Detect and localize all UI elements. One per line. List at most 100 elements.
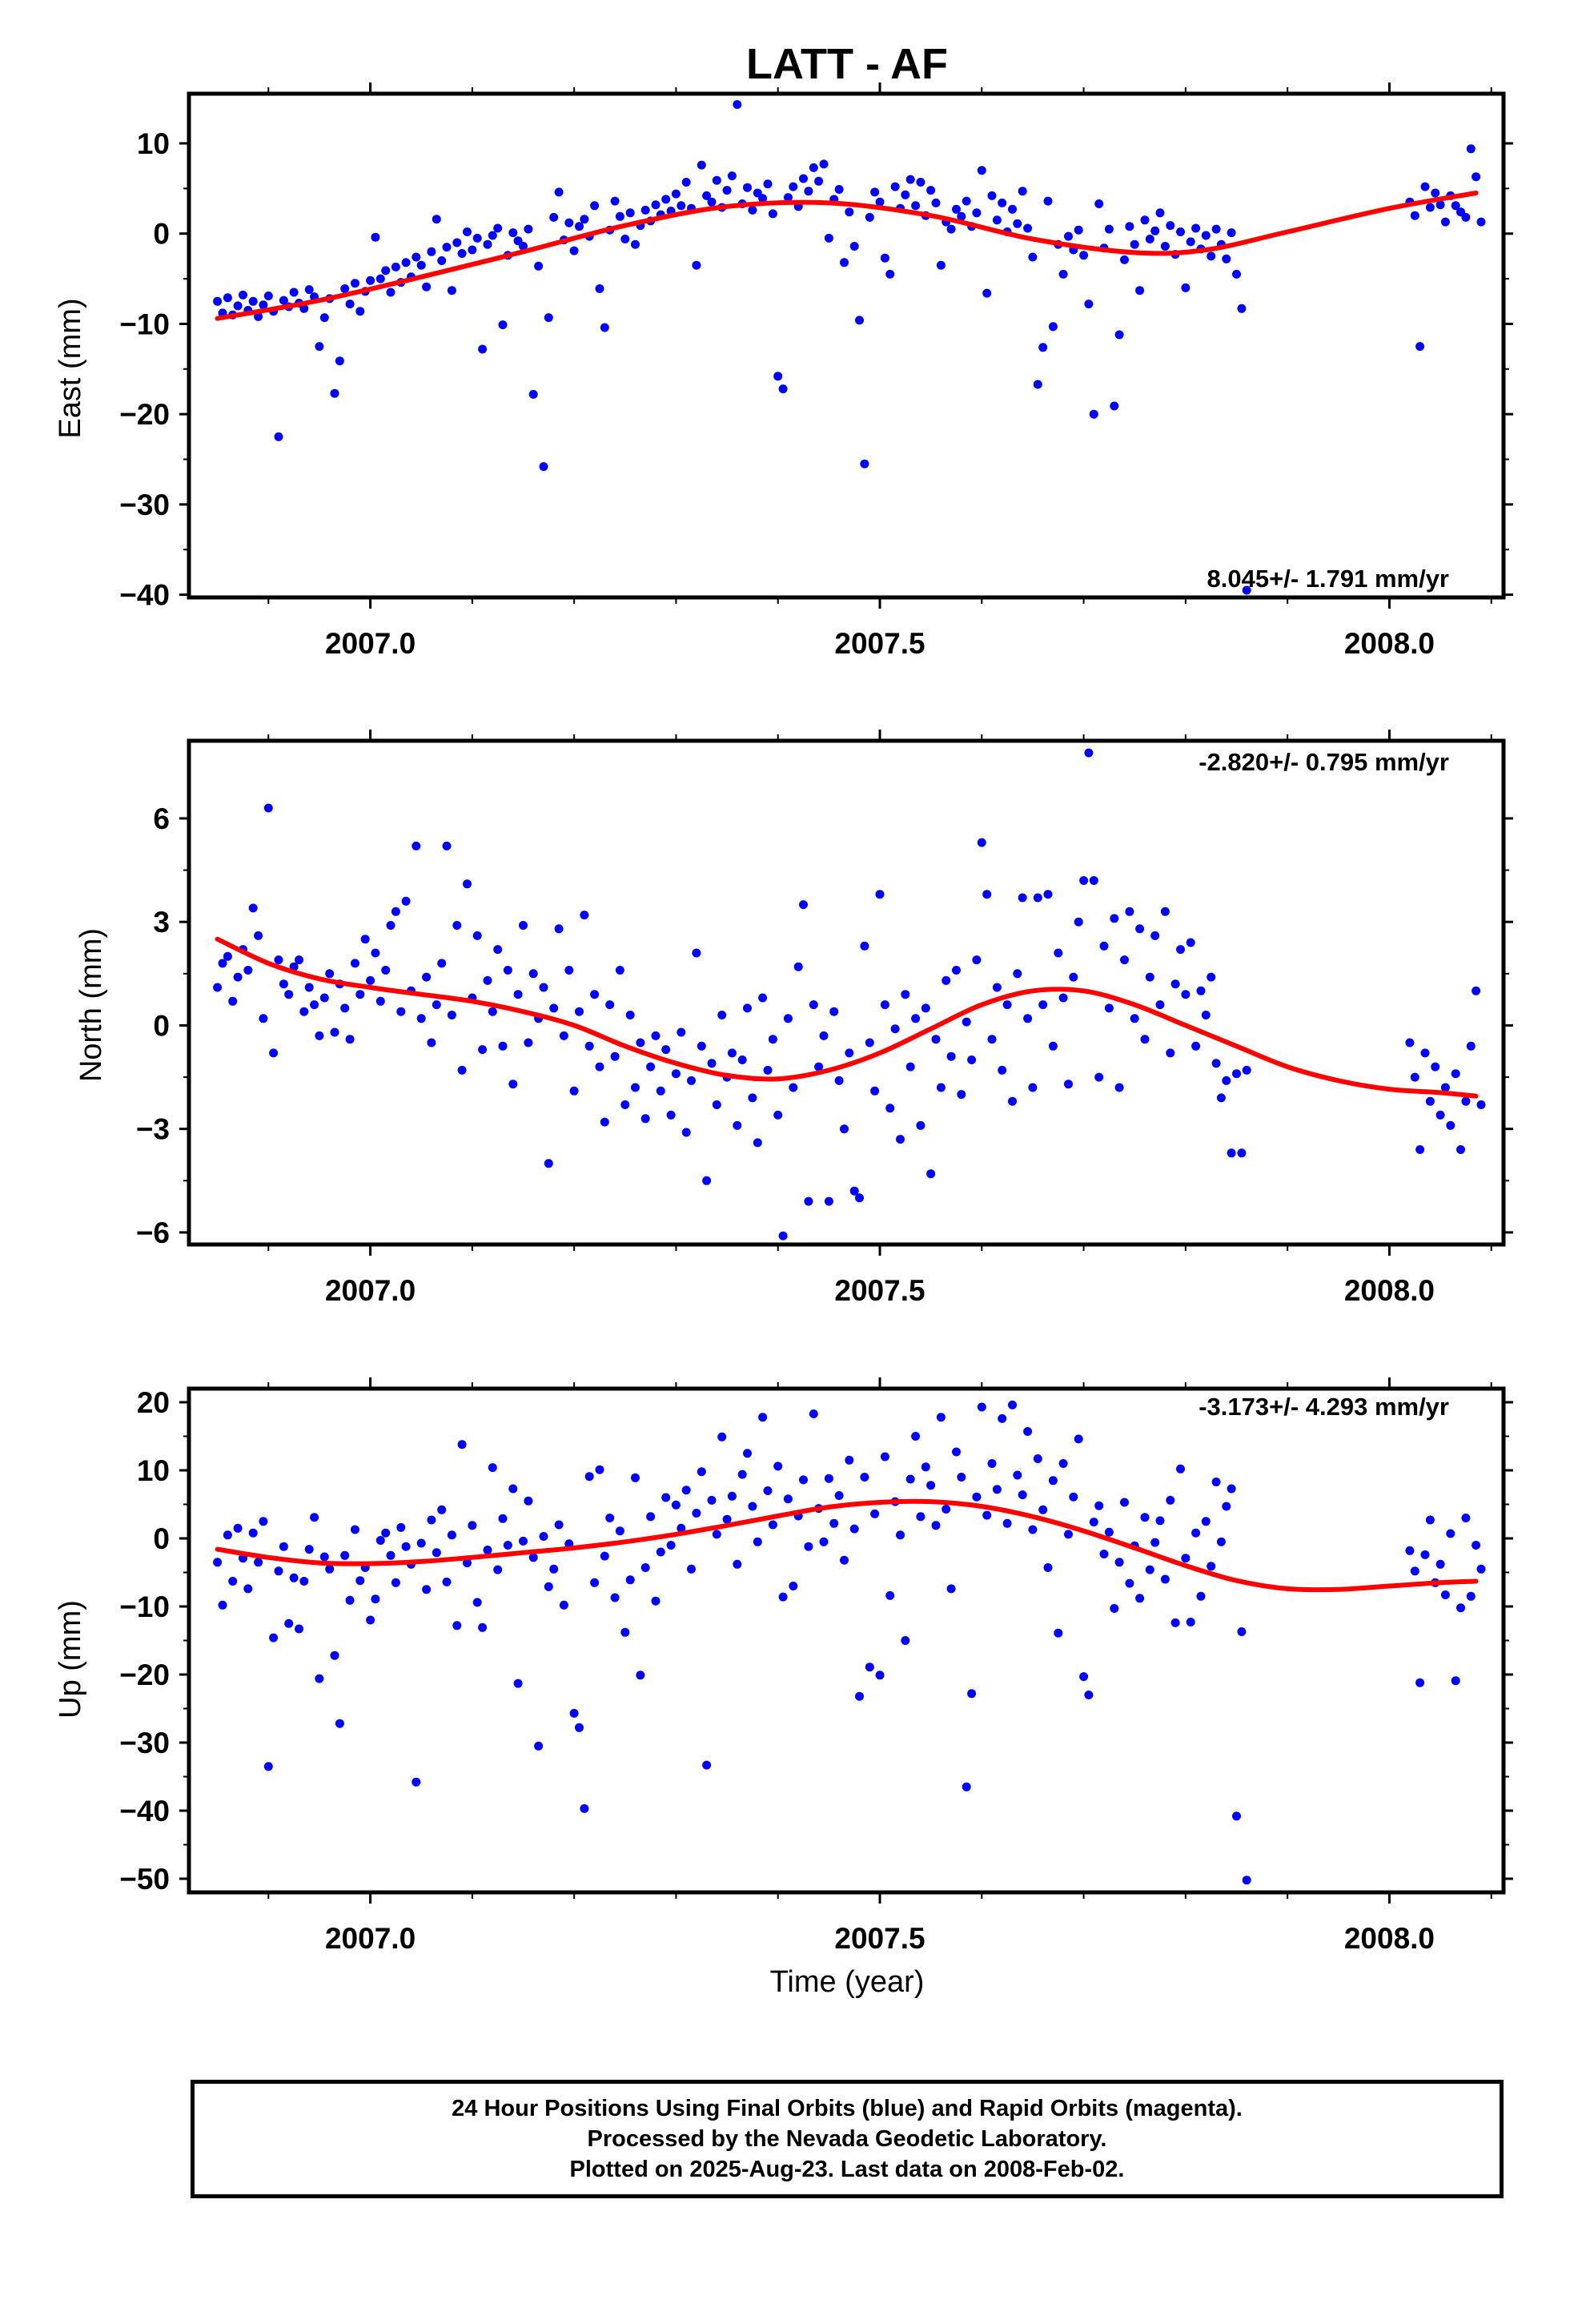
east-data-point: [1110, 401, 1119, 411]
up-data-point: [896, 1530, 905, 1540]
north-data-point: [295, 955, 303, 965]
east-data-point: [1425, 203, 1435, 212]
up-data-point: [1420, 1550, 1430, 1559]
north-data-point: [987, 1035, 997, 1044]
north-data-point: [269, 1048, 279, 1058]
up-data-point: [1440, 1590, 1450, 1599]
east-data-point: [727, 171, 737, 181]
north-y-tick-label: 6: [153, 802, 170, 835]
up-data-point: [457, 1440, 467, 1449]
north-data-point: [1114, 1083, 1124, 1092]
up-data-point: [967, 1689, 977, 1699]
east-data-point: [432, 215, 441, 224]
north-data-point: [921, 1003, 930, 1013]
up-data-point: [263, 1762, 273, 1771]
east-data-point: [330, 388, 339, 398]
north-y-tick-label: −6: [136, 1216, 170, 1249]
north-data-point: [559, 1031, 568, 1040]
north-data-point: [677, 1027, 686, 1037]
north-data-point: [610, 1051, 620, 1061]
up-data-point: [692, 1509, 701, 1518]
up-data-point: [575, 1723, 584, 1732]
north-data-point: [646, 1062, 656, 1072]
up-data-point: [319, 1552, 329, 1562]
up-data-point: [610, 1593, 620, 1602]
up-data-point: [625, 1575, 635, 1585]
east-data-point: [488, 231, 497, 240]
east-data-point: [524, 224, 533, 234]
up-data-point: [503, 1541, 512, 1550]
east-data-point: [661, 195, 671, 204]
north-data-point: [763, 1065, 773, 1075]
north-data-point: [432, 1000, 441, 1010]
east-data-point: [1211, 224, 1221, 234]
up-data-point: [748, 1502, 757, 1511]
east-data-point: [442, 243, 452, 252]
east-data-point: [620, 235, 630, 243]
up-data-point: [590, 1578, 600, 1587]
north-data-point: [1110, 914, 1119, 923]
up-data-point: [753, 1537, 762, 1546]
north-data-point: [1013, 969, 1022, 979]
east-data-point: [279, 296, 288, 305]
north-plot-frame: [187, 738, 1506, 1247]
up-data-point: [905, 1474, 915, 1484]
north-data-point: [539, 983, 548, 992]
east-data-point: [1079, 251, 1089, 260]
up-data-point: [584, 1472, 594, 1482]
east-data-point: [366, 275, 375, 285]
east-data-point: [1191, 223, 1201, 233]
north-data-point: [809, 1000, 818, 1010]
up-data-point: [677, 1523, 686, 1533]
up-data-point: [1476, 1564, 1486, 1574]
up-data-point: [1058, 1459, 1068, 1468]
east-data-point: [345, 300, 355, 309]
north-y-tick-label: 0: [153, 1009, 170, 1042]
up-data-point: [840, 1555, 849, 1565]
north-data-point: [1033, 893, 1042, 903]
up-data-point: [1170, 1618, 1180, 1627]
north-data-point: [554, 924, 564, 934]
east-data-point: [926, 186, 936, 195]
up-data-point: [681, 1486, 691, 1495]
up-data-point: [1410, 1566, 1419, 1576]
up-data-point: [733, 1559, 742, 1569]
up-data-point: [284, 1618, 294, 1628]
east-data-point: [1186, 237, 1195, 247]
east-data-point: [340, 284, 350, 293]
north-data-point: [1130, 1014, 1139, 1023]
east-data-point: [789, 182, 798, 191]
east-data-point: [733, 100, 742, 109]
east-data-point: [799, 174, 808, 183]
up-data-point: [391, 1578, 400, 1587]
north-data-point: [366, 975, 375, 985]
up-data-point: [1405, 1546, 1415, 1555]
north-data-point: [1058, 993, 1068, 1003]
east-data-point: [1094, 199, 1104, 208]
up-data-point: [524, 1496, 533, 1506]
north-data-point: [463, 879, 472, 889]
north-data-point: [1211, 1059, 1221, 1068]
east-data-point: [1018, 187, 1027, 196]
east-data-point: [1431, 188, 1440, 198]
north-data-point: [1120, 955, 1129, 965]
east-data-point: [1207, 251, 1216, 261]
north-data-point: [942, 975, 951, 985]
east-data-point: [544, 313, 553, 323]
up-data-point: [213, 1558, 223, 1567]
east-data-point: [1222, 254, 1231, 263]
north-x-tick-label: 2008.0: [1344, 1274, 1435, 1307]
up-data-point: [1048, 1476, 1058, 1486]
east-data-point: [274, 432, 283, 441]
east-data-point: [880, 253, 889, 263]
east-data-point: [840, 258, 849, 267]
up-data-point: [299, 1577, 309, 1586]
up-data-point: [279, 1542, 288, 1551]
up-data-point: [1232, 1811, 1241, 1821]
north-data-point: [967, 1055, 977, 1064]
north-data-point: [773, 1110, 783, 1120]
chart-title: LATT - AF: [746, 40, 948, 88]
up-data-point: [916, 1512, 926, 1522]
north-data-point: [1135, 924, 1145, 934]
